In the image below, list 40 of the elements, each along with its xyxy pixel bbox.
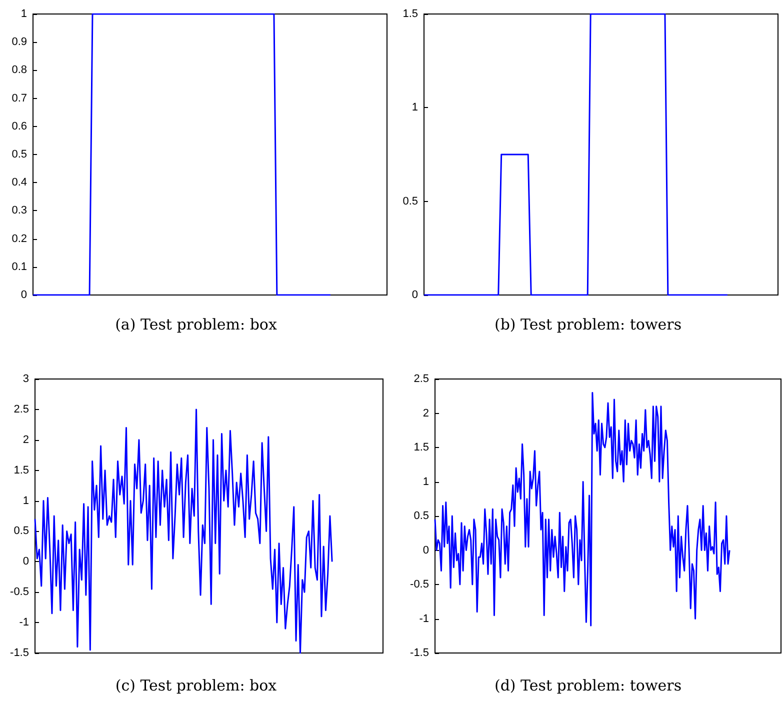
text: (c) Test problem: box bbox=[115, 676, 278, 694]
text: (a) Test problem: box bbox=[115, 316, 278, 334]
line-series bbox=[34, 408, 333, 654]
y-tick-label: 0 bbox=[412, 289, 418, 301]
y-tick-label: -0.5 bbox=[10, 586, 29, 598]
y-tick-label: 1 bbox=[22, 494, 29, 507]
y-tick-label: 0.5 bbox=[14, 525, 29, 538]
y-tick-label: 1 bbox=[20, 8, 27, 20]
y-tick-label: 0.7 bbox=[12, 92, 27, 104]
y-tick-label: 0.8 bbox=[12, 64, 27, 76]
y-tick-label: 0.1 bbox=[12, 260, 27, 273]
y-tick-label: -0.5 bbox=[410, 578, 429, 590]
y-tick-label: 1 bbox=[412, 102, 418, 114]
y-tick-label: 0.5 bbox=[414, 510, 429, 522]
y-tick-label: 1 bbox=[422, 476, 429, 488]
text: (d) Test problem: towers bbox=[494, 676, 682, 694]
y-tick-label: -1.5 bbox=[10, 647, 29, 659]
y-tick-label: 0.6 bbox=[12, 120, 27, 132]
y-tick-label: 2 bbox=[22, 434, 29, 446]
y-tick-label: 2 bbox=[422, 407, 429, 420]
y-tick-label: -1.5 bbox=[410, 647, 429, 659]
y-tick-label: 2.5 bbox=[414, 373, 429, 385]
y-tick-label: 2.5 bbox=[14, 403, 29, 416]
text: (b) Test problem: towers bbox=[494, 316, 682, 334]
y-tick-label: 1.5 bbox=[414, 442, 429, 454]
y-tick-label: 1.5 bbox=[14, 464, 29, 476]
y-tick-label: 0.5 bbox=[402, 195, 418, 208]
y-tick-label: 0 bbox=[22, 556, 29, 568]
y-tick-label: -1 bbox=[19, 616, 29, 629]
y-tick-label: 0.9 bbox=[12, 36, 27, 48]
y-tick-label: 1.5 bbox=[402, 8, 418, 20]
y-tick-label: -1 bbox=[419, 612, 429, 625]
line-series bbox=[434, 392, 730, 626]
y-tick-label: 0 bbox=[422, 544, 429, 556]
y-tick-label: 0.2 bbox=[12, 232, 27, 245]
y-tick-label: 0.4 bbox=[12, 176, 27, 189]
y-tick-label: 3 bbox=[22, 373, 29, 385]
y-tick-label: 0.3 bbox=[12, 204, 27, 217]
y-tick-label: 0 bbox=[20, 289, 27, 301]
y-tick-label: 0.5 bbox=[12, 148, 27, 160]
